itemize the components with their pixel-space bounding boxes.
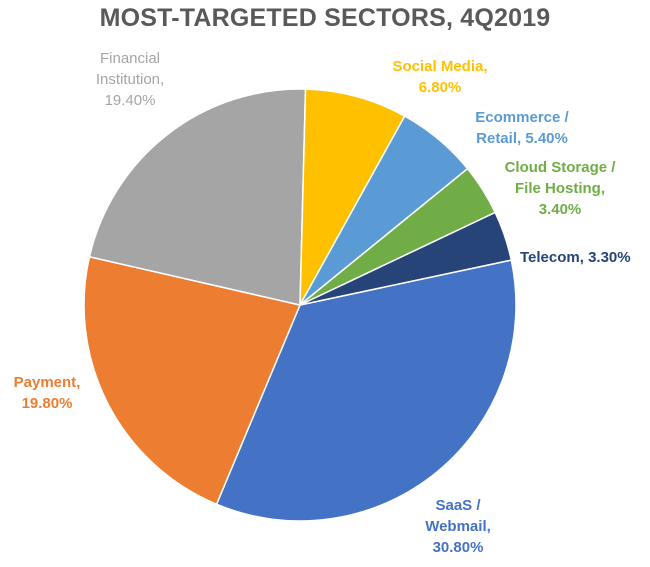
data-label-payment: Payment, 19.80% [14, 374, 81, 412]
data-label-financial-institution: Financial Institution, 19.40% [96, 50, 164, 109]
chart-title: MOST-TARGETED SECTORS, 4Q2019 [99, 4, 551, 32]
slice-financial-institution [88, 88, 307, 306]
data-label-cloud-storage-file-hosting: Cloud Storage / File Hosting, 3.40% [505, 159, 617, 218]
slice-social-media [299, 88, 406, 306]
data-label-saas-webmail: SaaS / Webmail, 30.80% [425, 497, 491, 556]
data-label-social-media: Social Media, 6.80% [392, 58, 487, 96]
slice-telecom [299, 211, 513, 306]
slice-saas-webmail [215, 259, 517, 522]
data-label-telecom: Telecom, 3.30% [520, 249, 631, 266]
slice-payment [83, 255, 302, 506]
data-label-ecommerce-retail: Ecommerce / Retail, 5.40% [475, 109, 569, 147]
